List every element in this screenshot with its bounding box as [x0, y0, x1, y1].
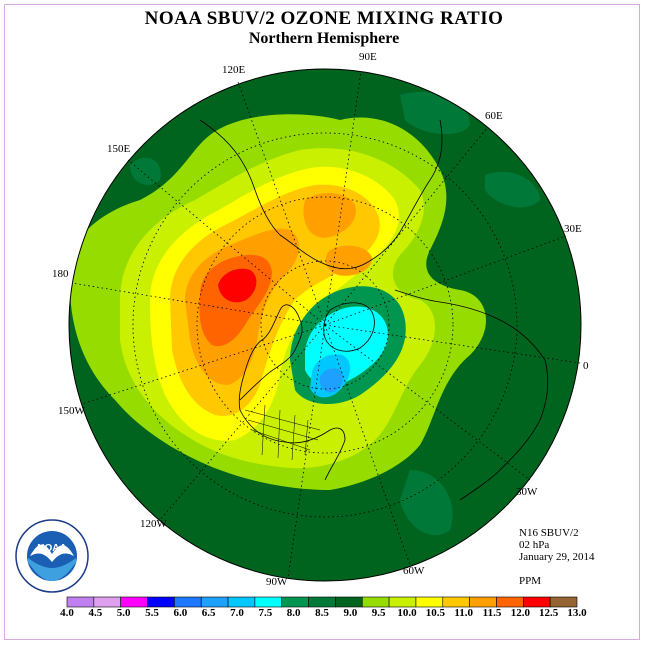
meridian-150w [81, 324, 326, 405]
coastline-north-america [238, 304, 346, 481]
us-state-lines [244, 404, 321, 461]
legend-label: 11.0 [454, 607, 473, 619]
lon-label-150e: 150E [107, 143, 131, 155]
date-label: January 29, 2014 [519, 551, 595, 563]
units-label: PPM [519, 575, 542, 587]
legend-swatch [120, 596, 148, 608]
coastlines [199, 119, 549, 501]
legend-swatch [361, 596, 390, 608]
legend-label: 6.0 [173, 607, 188, 619]
legend-swatch [549, 596, 578, 608]
lon-label-90w: 90W [266, 576, 288, 588]
lon-label-30w: 30W [516, 486, 538, 498]
legend-swatch [442, 596, 470, 608]
legend-label: 5.0 [116, 607, 131, 619]
lon-label-30e: 30E [564, 223, 582, 235]
legend-label: 11.5 [482, 607, 502, 619]
legend-swatch [227, 596, 256, 608]
legend-label: 12.0 [510, 607, 530, 619]
legend-swatch [496, 596, 524, 608]
ozone-contour-field [69, 69, 581, 581]
lon-label-60e: 60E [485, 110, 503, 122]
legend-swatch [254, 596, 283, 608]
latitude-circle-0 [132, 132, 518, 518]
legend-swatch [281, 596, 309, 608]
field-6.5 [319, 368, 343, 393]
lon-label-60w: 60W [403, 565, 425, 577]
legend-label: 4.0 [60, 607, 74, 619]
legend-swatch [388, 596, 417, 608]
coastline-asia [199, 119, 443, 270]
pressure-level-label: 02 hPa [519, 539, 550, 551]
lon-label-120w: 120W [140, 518, 167, 530]
legend-swatch [469, 596, 497, 608]
meridian-120w [159, 324, 326, 521]
meridian-60w [324, 324, 411, 566]
map-boundary [68, 68, 582, 582]
legend-label: 12.5 [539, 607, 559, 619]
instrument-label: N16 SBUV/2 [519, 527, 579, 539]
color-legend [66, 596, 578, 608]
map-title: NOAA SBUV/2 OZONE MIXING RATIO [144, 8, 504, 29]
legend-label: 9.0 [343, 607, 358, 619]
legend-label: 10.5 [425, 607, 445, 619]
legend-swatch [523, 596, 551, 608]
legend-label: 13.0 [567, 607, 587, 619]
legend-swatch [93, 596, 121, 608]
lon-label-150w: 150W [58, 405, 85, 417]
noaa-logo-icon: NOAA [15, 519, 89, 593]
legend-label: 8.5 [315, 607, 329, 619]
latitude-circle-60 [260, 260, 390, 390]
legend-swatch [335, 596, 363, 608]
legend-label: 7.5 [258, 607, 273, 619]
legend-label: 5.5 [145, 607, 159, 619]
legend-label: 7.0 [230, 607, 244, 619]
lon-label-0: 0 [583, 360, 589, 372]
legend-swatch [174, 596, 202, 608]
map-subtitle: Northern Hemisphere [248, 30, 400, 47]
field-12.5 [218, 268, 257, 303]
legend-label: 6.5 [201, 607, 216, 619]
graticule [71, 70, 581, 579]
lon-label-90e: 90E [359, 51, 377, 63]
coastline-europe-africa [394, 289, 549, 501]
legend-label: 10.0 [397, 607, 417, 619]
legend-label: 4.5 [88, 607, 103, 619]
legend-label: 9.5 [371, 607, 386, 619]
lon-label-120e: 120E [222, 64, 246, 76]
latitude-circle-30 [196, 196, 454, 454]
legend-swatch [200, 596, 229, 608]
legend-swatch [415, 596, 444, 608]
logo-text: NOAA [37, 543, 66, 554]
legend-swatch [308, 596, 336, 608]
lon-label-180: 180 [52, 268, 69, 280]
legend-label: 8.0 [286, 607, 301, 619]
legend-swatch [66, 596, 95, 608]
legend-swatch [147, 596, 175, 608]
coastline-greenland [323, 302, 375, 352]
